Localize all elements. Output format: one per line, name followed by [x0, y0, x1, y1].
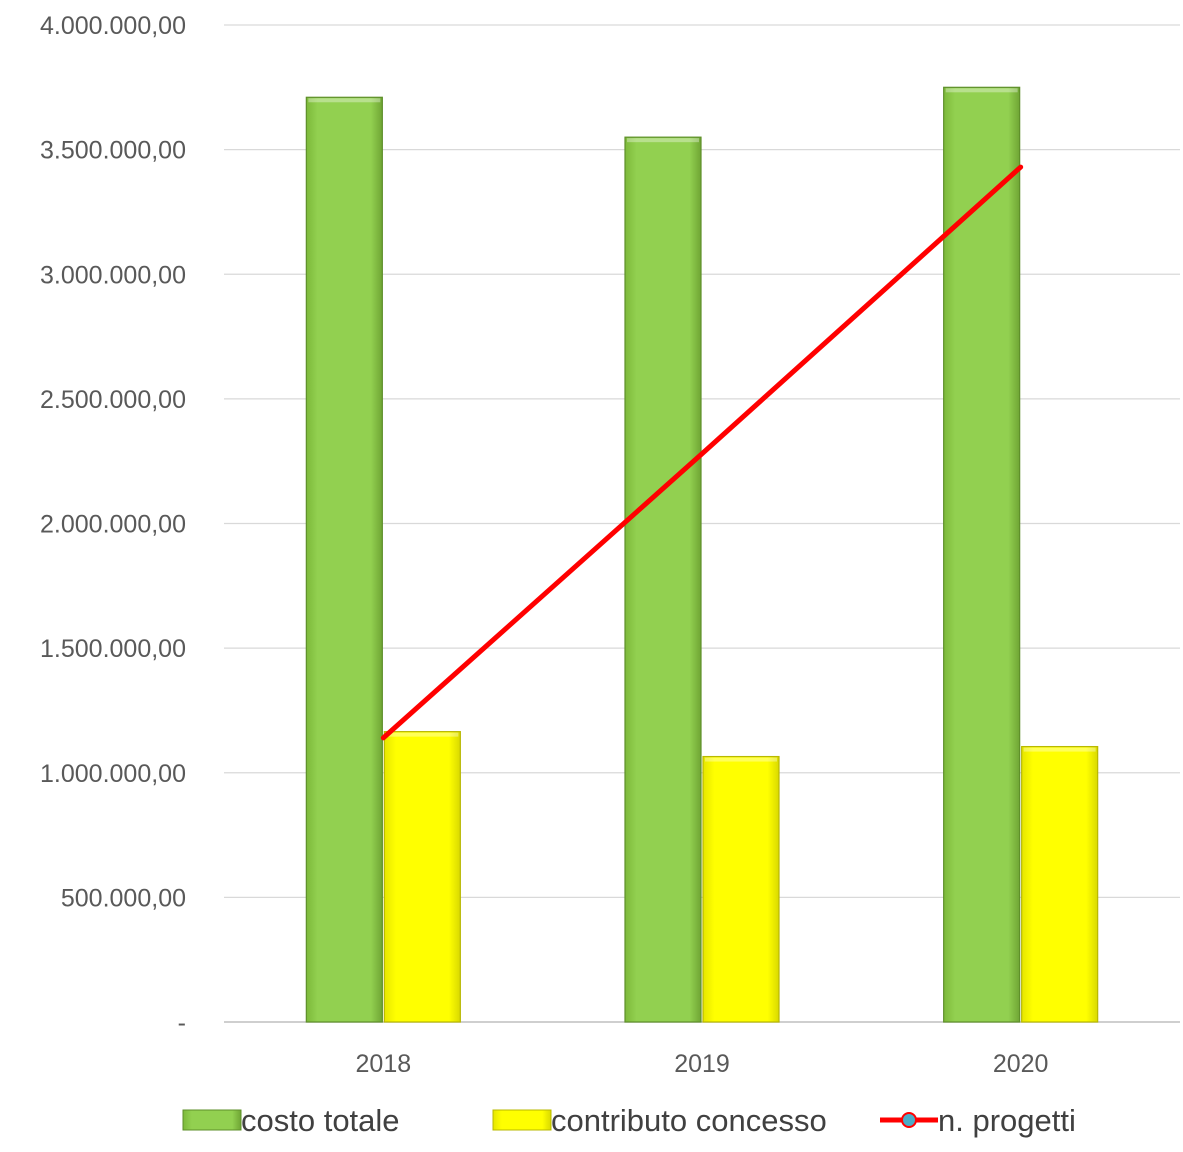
y-tick-label: 4.000.000,00	[40, 12, 186, 40]
bar-bevel	[308, 98, 381, 103]
legend-item: costo totale	[182, 1103, 400, 1138]
bar-bevel	[705, 757, 777, 762]
y-tick-label: 500.000,00	[61, 884, 186, 912]
legend-item: contributo concesso	[492, 1103, 827, 1138]
bar-contributo-concesso-2019	[702, 755, 780, 1023]
bar-bevel	[1023, 747, 1096, 752]
bar-costo-totale-2020	[943, 86, 1021, 1023]
bar-costo-totale-2019	[624, 136, 702, 1023]
y-tick-label: -	[178, 1009, 186, 1037]
legend: costo totale contributo concesso n. proget…	[182, 1103, 1076, 1138]
y-tick-label: 2.500.000,00	[40, 386, 186, 414]
legend-swatch	[492, 1109, 552, 1131]
bar-bevel	[627, 138, 699, 143]
x-tick-label: 2019	[674, 1050, 730, 1078]
line-n-progetti	[380, 164, 1024, 741]
legend-label: n. progetti	[938, 1103, 1076, 1138]
bars	[305, 86, 1099, 1023]
y-tick-label: 2.000.000,00	[40, 511, 186, 539]
bar-contributo-concesso-2020	[1021, 745, 1099, 1023]
legend-label: costo totale	[241, 1103, 400, 1138]
bar-bevel	[945, 88, 1018, 93]
x-tick-label: 2018	[356, 1050, 412, 1078]
y-tick-label: 3.500.000,00	[40, 137, 186, 165]
y-tick-label: 1.000.000,00	[40, 760, 186, 788]
grid-lines	[224, 24, 1180, 1023]
bar-bevel	[386, 732, 459, 737]
legend-label: contributo concesso	[551, 1103, 827, 1138]
line-series	[380, 164, 1024, 741]
bar-costo-totale-2018	[305, 96, 383, 1023]
y-tick-label: 3.000.000,00	[40, 261, 186, 289]
bar-contributo-concesso-2018	[383, 731, 461, 1023]
y-tick-label: 1.500.000,00	[40, 635, 186, 663]
legend-marker	[901, 1112, 917, 1128]
x-tick-label: 2020	[993, 1050, 1049, 1078]
y-axis-ticks: - 500.000,00 1.000.000,00 1.500.000,00 2.000…	[40, 12, 186, 1037]
legend-swatch	[182, 1109, 242, 1131]
x-axis-ticks: 2018 2019 2020	[356, 1050, 1049, 1078]
legend-item: n. progetti	[880, 1103, 1076, 1138]
